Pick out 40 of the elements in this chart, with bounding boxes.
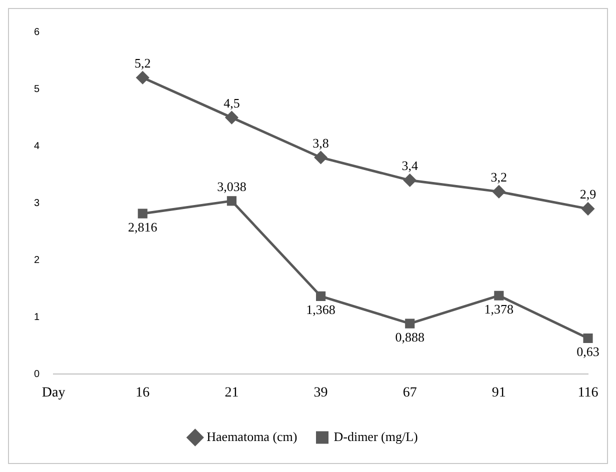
- point: [225, 111, 238, 124]
- legend-label: Haematoma (cm): [206, 428, 298, 444]
- data-label: 4,5: [224, 95, 240, 110]
- data-label: 0,63: [576, 344, 600, 360]
- x-tick-label: 67: [402, 385, 417, 400]
- x-tick-label: 21: [224, 385, 239, 400]
- legend-label: D-dimer (mg/L): [334, 428, 418, 444]
- point: [494, 290, 504, 300]
- point: [582, 202, 594, 216]
- point: [492, 185, 506, 198]
- y-tick-label: 3: [34, 198, 40, 209]
- data-label: 3,8: [312, 135, 329, 150]
- y-tick-label: 6: [34, 26, 40, 38]
- x-tick-label: 16: [136, 385, 150, 400]
- x-tick-label: 116: [578, 385, 598, 400]
- x-tick-label: 91: [492, 385, 506, 400]
- data-label: 3,038: [217, 178, 246, 194]
- y-tick-label: 4: [34, 140, 40, 152]
- point: [404, 174, 416, 187]
- x-tick-label: Day: [42, 385, 66, 400]
- data-label: 1,378: [484, 302, 514, 317]
- data-label: 0,888: [395, 329, 424, 344]
- point: [583, 333, 593, 344]
- data-label: 2,9: [580, 186, 596, 202]
- point: [405, 318, 415, 328]
- data-label: 3,4: [402, 158, 418, 174]
- x-tick-label: 39: [314, 385, 328, 400]
- y-tick-label: 0: [34, 368, 40, 380]
- data-label: 3,2: [490, 170, 508, 185]
- data-label: 1,368: [306, 302, 336, 318]
- point: [226, 196, 236, 206]
- y-tick-label: 2: [34, 254, 40, 266]
- data-label: 5,2: [134, 56, 151, 71]
- y-tick-label: 5: [34, 84, 40, 95]
- point: [136, 71, 149, 84]
- y-tick-label: 1: [34, 312, 40, 323]
- point: [138, 208, 148, 218]
- point: [316, 291, 326, 301]
- data-label: 2,816: [128, 220, 158, 235]
- point: [314, 151, 328, 164]
